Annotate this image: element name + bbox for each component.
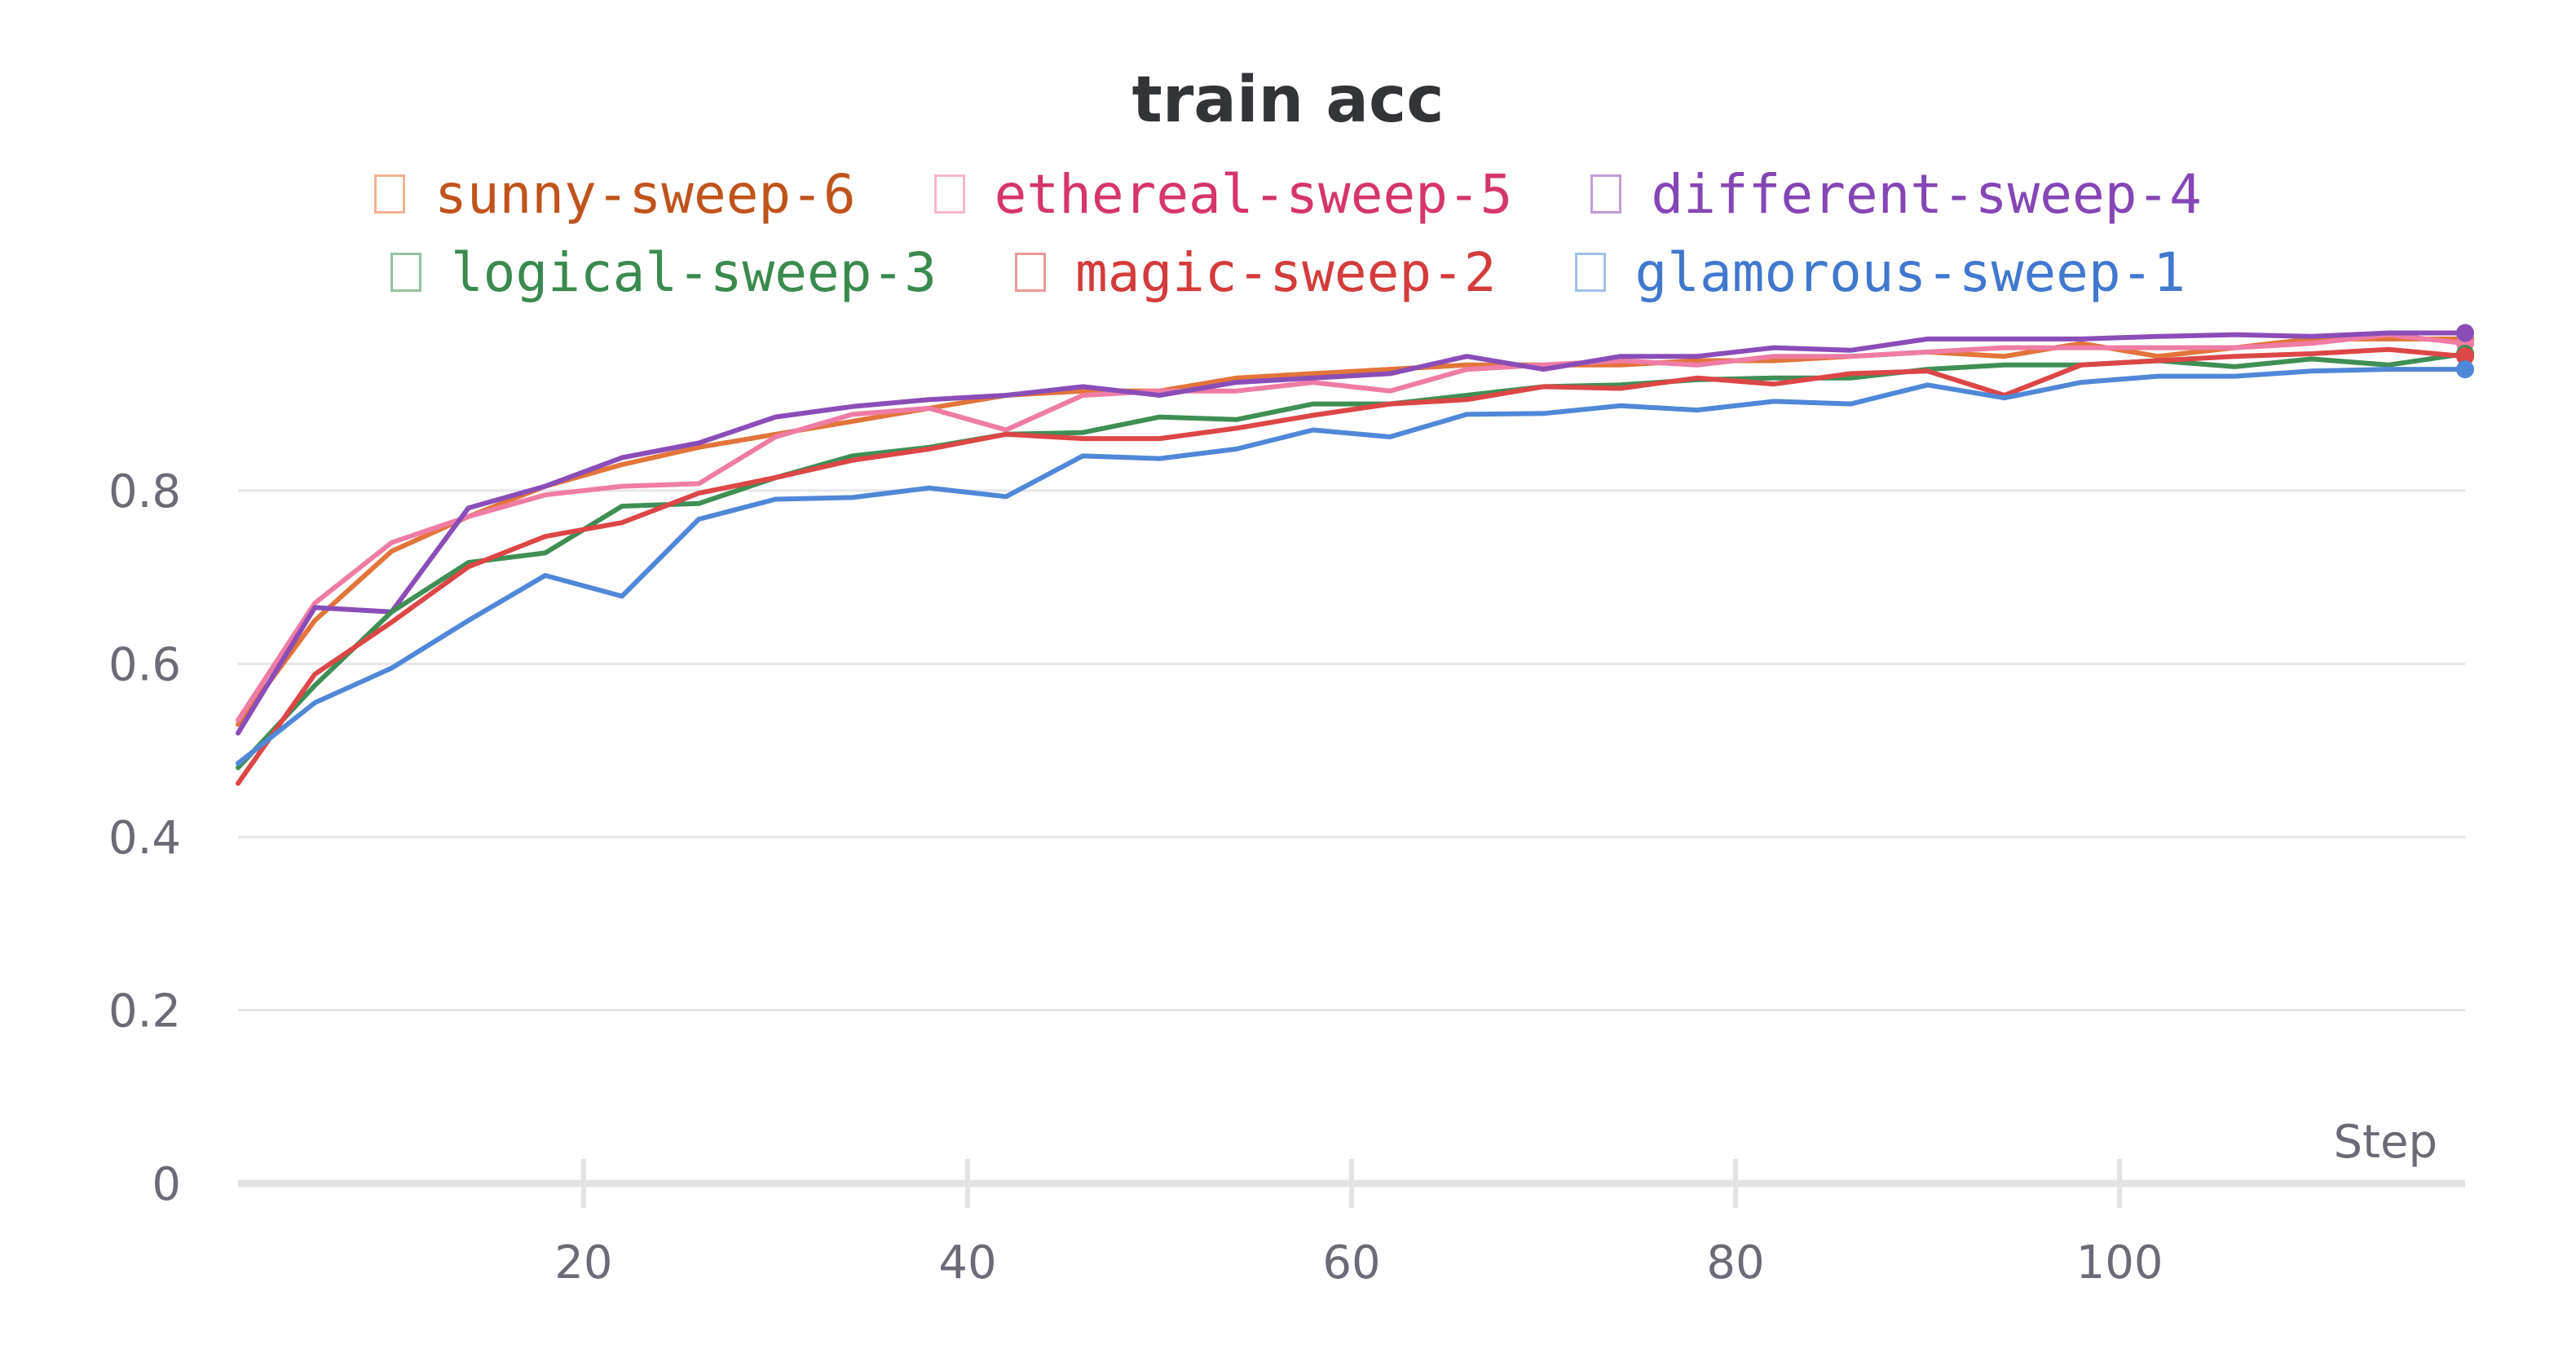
x-axis-label: Step	[2333, 1116, 2437, 1169]
legend-item-sunny-sweep-6[interactable]: sunny-sweep-6	[374, 155, 856, 233]
legend-label: ethereal-sweep-5	[994, 162, 1513, 226]
axes: 0 0.2 0.4 0.6 0.8 20 40 60 80 100	[108, 465, 2465, 1289]
series-endpoint-glamorous-sweep-1	[2456, 360, 2474, 379]
legend-label: magic-sweep-2	[1074, 240, 1497, 304]
chart-title: train acc	[1131, 64, 1445, 137]
legend-swatch	[1590, 174, 1622, 214]
legend-swatch	[374, 174, 406, 214]
legend-item-magic-sweep-2[interactable]: magic-sweep-2	[1014, 233, 1497, 311]
legend-label: glamorous-sweep-1	[1634, 240, 2186, 304]
legend-swatch	[390, 253, 421, 292]
y-tick-label: 0.2	[108, 985, 181, 1038]
legend-swatch	[1014, 253, 1046, 292]
legend-label: logical-sweep-3	[450, 240, 937, 304]
legend: sunny-sweep-6 ethereal-sweep-5 different…	[0, 155, 2576, 311]
series-endpoints	[2456, 324, 2474, 379]
series-line-glamorous-sweep-1	[236, 367, 2468, 766]
y-tick-label: 0.6	[108, 638, 181, 691]
series-line-ethereal-sweep-5	[236, 332, 2468, 723]
legend-swatch	[933, 174, 965, 214]
legend-item-glamorous-sweep-1[interactable]: glamorous-sweep-1	[1574, 233, 2186, 311]
x-tick-label: 60	[1322, 1236, 1380, 1289]
series-line-different-sweep-4	[236, 330, 2468, 736]
series-endpoint-magic-sweep-2	[2456, 347, 2474, 366]
legend-swatch	[1574, 253, 1606, 292]
legend-item-ethereal-sweep-5[interactable]: ethereal-sweep-5	[933, 155, 1513, 233]
series-line-magic-sweep-2	[236, 346, 2468, 787]
legend-label: sunny-sweep-6	[434, 162, 856, 226]
legend-item-logical-sweep-3[interactable]: logical-sweep-3	[390, 233, 937, 311]
x-tick-label: 80	[1706, 1236, 1764, 1289]
y-tick-label: 0	[152, 1158, 181, 1211]
y-tick-label: 0.4	[108, 812, 181, 865]
x-tick-label: 40	[938, 1236, 996, 1289]
legend-row-2: logical-sweep-3 magic-sweep-2 glamorous-…	[0, 233, 2576, 311]
grid-lines	[238, 489, 2465, 1011]
legend-item-different-sweep-4[interactable]: different-sweep-4	[1590, 155, 2202, 233]
series-endpoint-different-sweep-4	[2456, 324, 2474, 342]
series-line-logical-sweep-3	[236, 351, 2468, 770]
x-tick-label: 100	[2076, 1236, 2164, 1289]
legend-label: different-sweep-4	[1651, 162, 2202, 226]
x-tick-label: 20	[554, 1236, 612, 1289]
series-lines	[236, 330, 2468, 787]
y-tick-label: 0.8	[108, 465, 181, 518]
legend-row-1: sunny-sweep-6 ethereal-sweep-5 different…	[0, 155, 2576, 233]
